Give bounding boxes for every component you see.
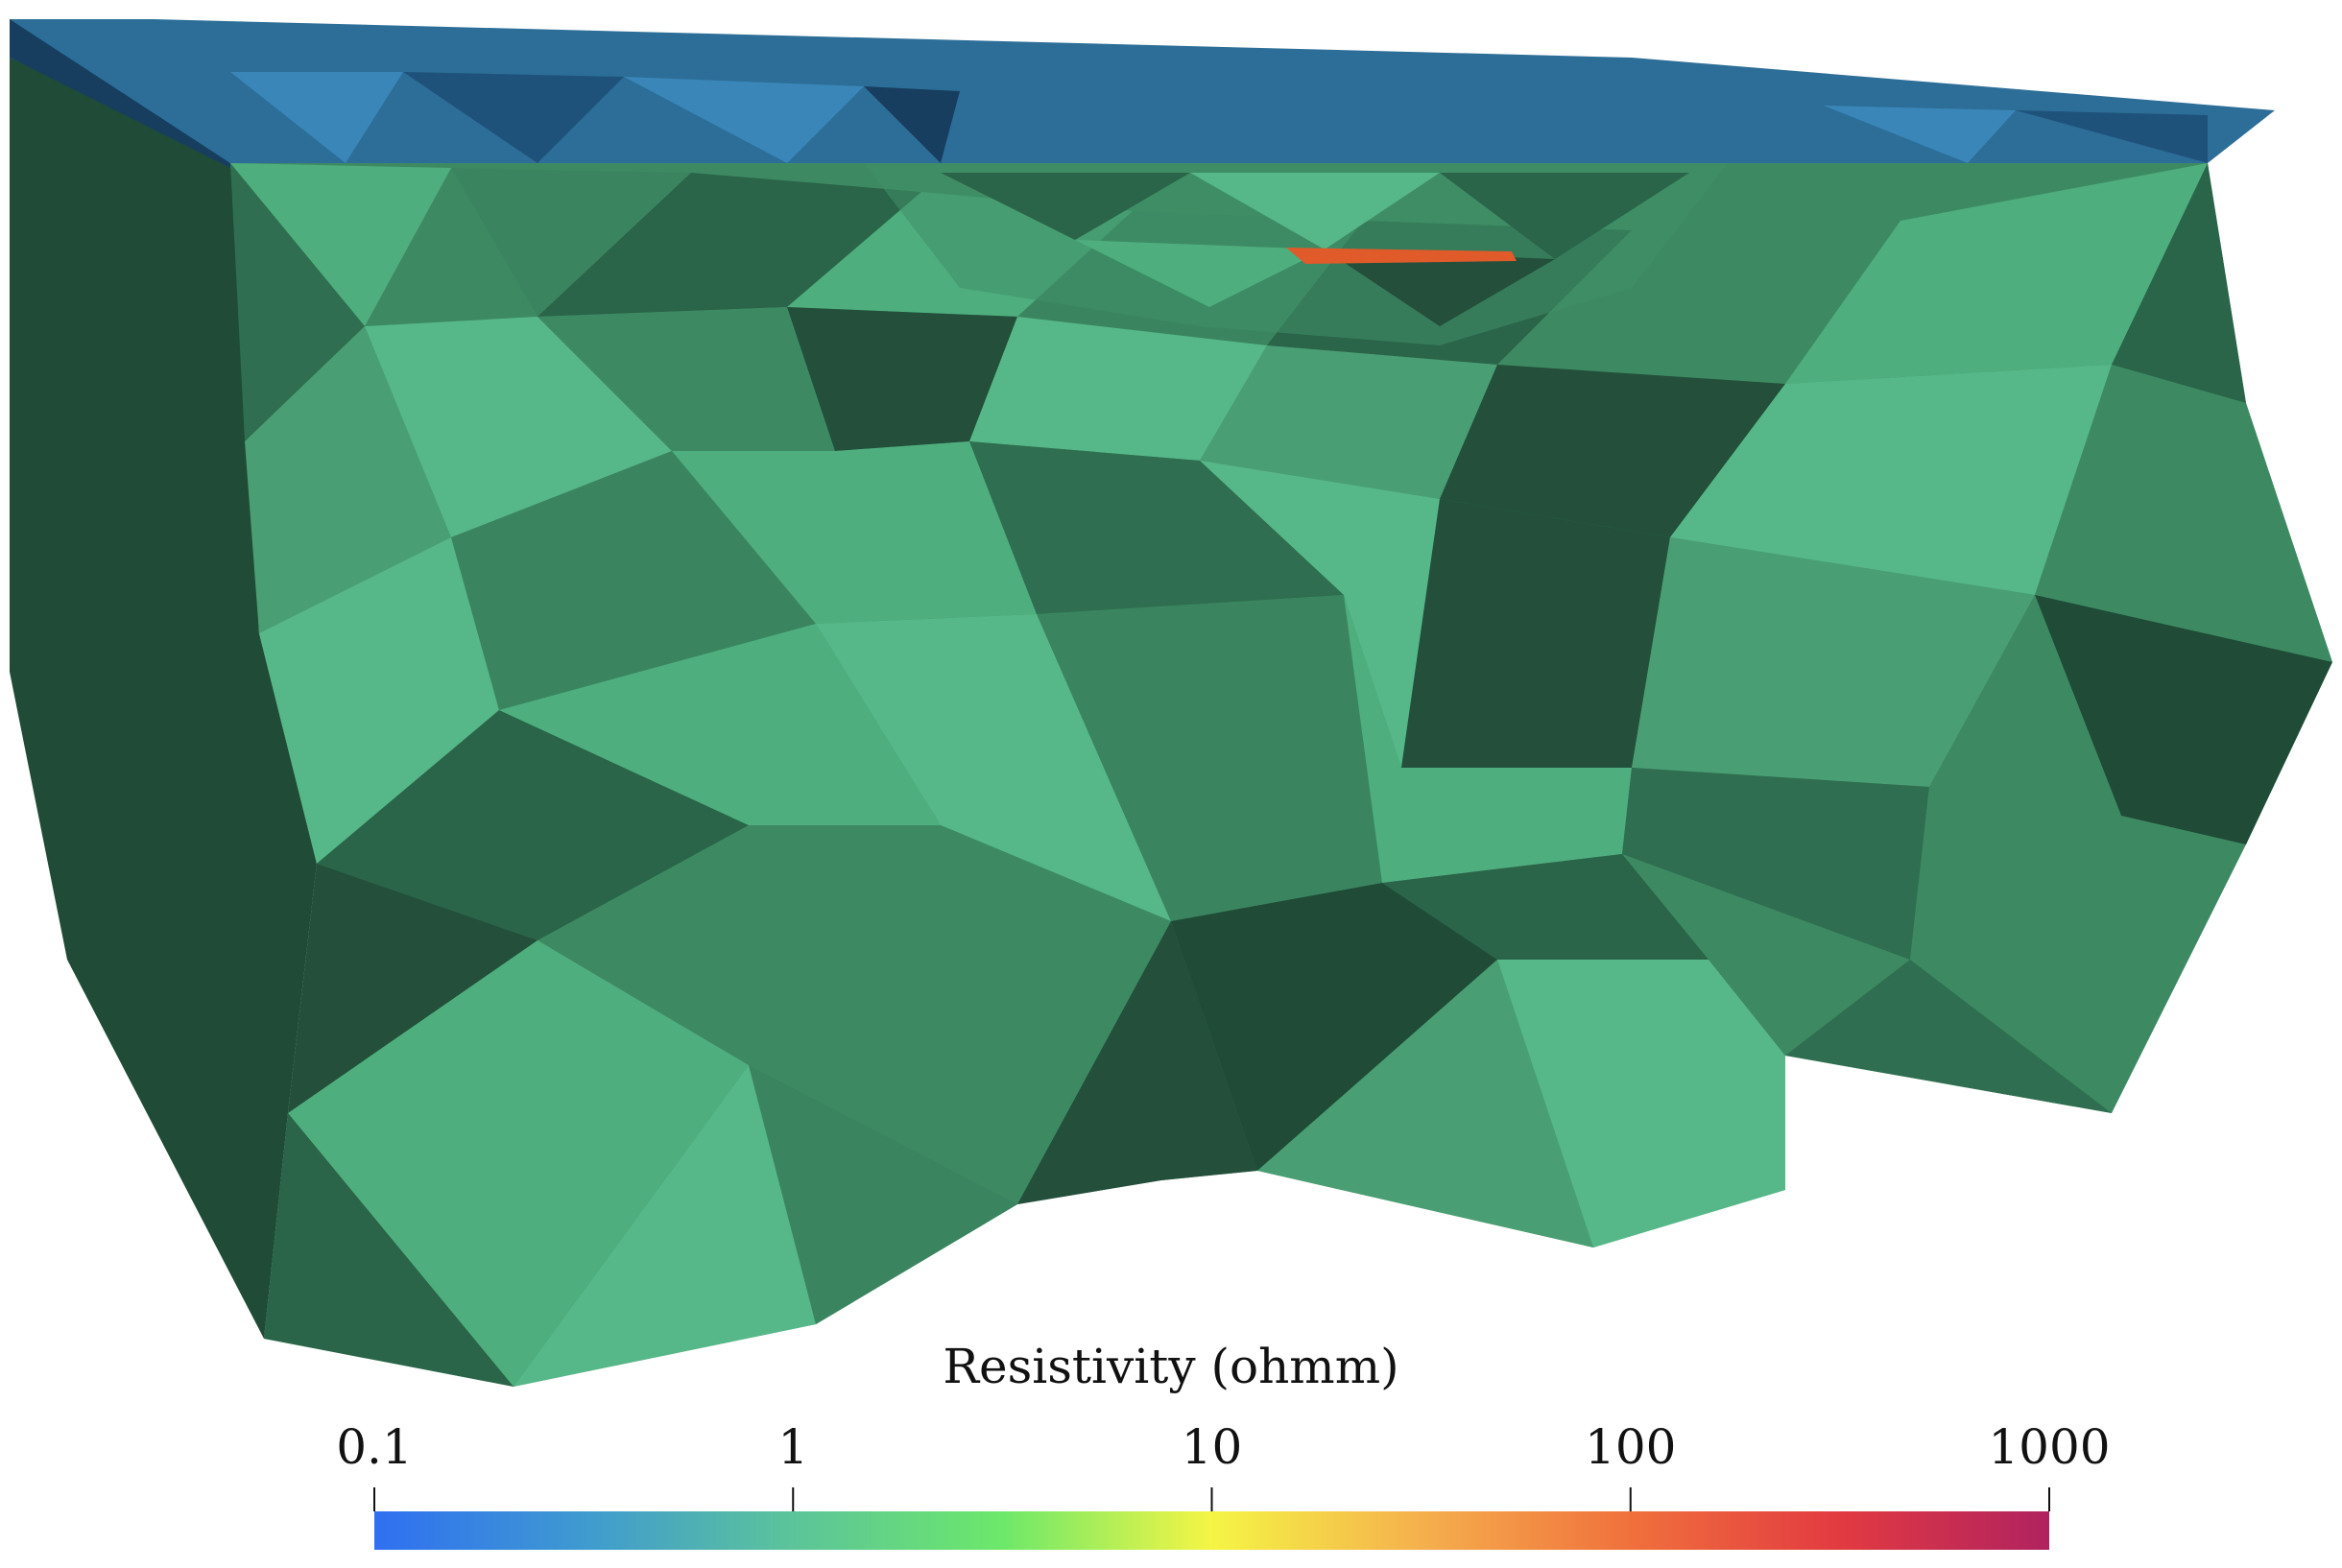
mesh-left-wall [10, 58, 317, 1339]
colorbar-tick-label: 10 [1182, 1419, 1243, 1475]
mesh-facets [230, 163, 2332, 1387]
colorbar: 0.1 1 10 100 1000 [336, 1419, 2111, 1550]
colorbar-title: Resistivity (ohmm) [943, 1339, 1399, 1394]
surface-layer-left [10, 19, 230, 168]
surface-layer-facets [230, 72, 2208, 163]
colorbar-tick-label: 1000 [1988, 1419, 2110, 1475]
colorbar-tick-label: 0.1 [336, 1419, 413, 1475]
colorbar-tick-label: 100 [1585, 1419, 1676, 1475]
surface-layer-top [10, 19, 2275, 163]
colorbar-tick-label: 1 [777, 1419, 808, 1475]
colorbar-gradient [374, 1511, 2049, 1550]
anomaly-body [1286, 248, 1517, 264]
